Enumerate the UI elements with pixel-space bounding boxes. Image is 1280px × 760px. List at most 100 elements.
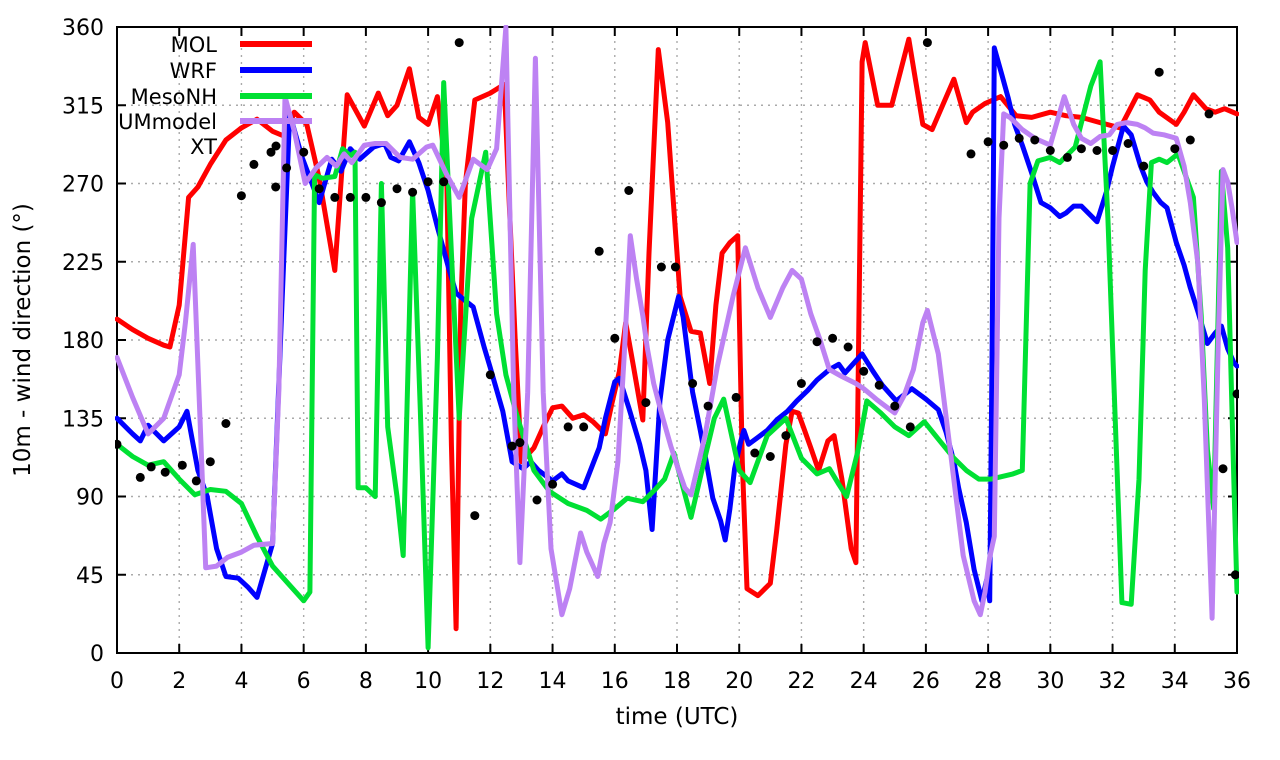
data-point-XT (423, 177, 433, 187)
data-point-XT (177, 460, 187, 470)
x-tick-label-30: 30 (1036, 669, 1064, 694)
data-point-XT (330, 192, 340, 202)
y-tick-label-135: 135 (62, 407, 104, 432)
legend-item-UMmodel: UMmodel (118, 110, 312, 134)
data-point-XT (221, 419, 231, 428)
data-point-XT (610, 333, 620, 343)
y-axis-label: 10m - wind direction (°) (10, 203, 36, 477)
x-tick-label-22: 22 (787, 669, 815, 694)
data-point-XT (454, 38, 464, 48)
data-point-XT (1232, 389, 1239, 399)
legend-swatch-XT (271, 141, 281, 151)
x-axis-label: time (UTC) (616, 704, 739, 730)
x-tick-label-24: 24 (850, 669, 878, 694)
data-point-XT (750, 448, 760, 458)
series-line-WRF (115, 45, 1239, 604)
data-point-XT (731, 392, 741, 402)
data-point-XT (548, 479, 558, 489)
y-tick-label-270: 270 (62, 173, 104, 198)
data-point-XT (1014, 133, 1024, 143)
data-point-XT (439, 177, 449, 187)
x-tick-label-14: 14 (539, 669, 567, 694)
legend-label-XT: XT (190, 135, 217, 159)
data-point-XT (688, 379, 698, 388)
data-point-XT (1204, 109, 1214, 119)
data-point-XT (1170, 144, 1180, 154)
data-point-XT (905, 422, 915, 432)
data-point-XT (890, 401, 900, 411)
y-tick-label-180: 180 (62, 329, 104, 354)
x-tick-label-36: 36 (1223, 669, 1251, 694)
data-point-XT (922, 38, 932, 48)
data-point-XT (507, 441, 517, 451)
data-point-XT (1062, 152, 1072, 162)
x-tick-label-10: 10 (414, 669, 442, 694)
legend-label-MesoNH: MesoNH (131, 85, 217, 109)
series-line-UMmodel (115, 25, 1239, 621)
data-point-XT (1045, 146, 1055, 155)
data-point-XT (1030, 135, 1040, 145)
data-point-XT (408, 187, 418, 197)
data-point-XT (1108, 146, 1118, 155)
data-point-XT (999, 140, 1009, 150)
x-tick-label-16: 16 (601, 669, 629, 694)
data-point-XT (641, 398, 651, 408)
data-point-XT (314, 184, 324, 194)
data-point-XT (361, 192, 371, 202)
data-point-XT (299, 147, 309, 157)
x-tick-label-26: 26 (912, 669, 940, 694)
data-point-XT (282, 163, 292, 173)
data-point-XT (1218, 464, 1228, 474)
legend-item-MesoNH: MesoNH (131, 85, 312, 109)
legend-item-XT: XT (190, 135, 281, 159)
x-tick-label-12: 12 (476, 669, 504, 694)
legend-label-WRF: WRF (170, 59, 217, 83)
x-tick-label-2: 2 (172, 669, 186, 694)
data-point-XT (532, 495, 542, 505)
legend-item-WRF: WRF (170, 59, 312, 83)
data-point-XT (1154, 67, 1164, 77)
legend-item-MOL: MOL (171, 33, 312, 57)
data-point-XT (563, 422, 573, 432)
data-point-XT (146, 462, 156, 472)
axis-ticks (116, 26, 1238, 654)
data-point-XT (160, 467, 170, 477)
data-point-XT (236, 191, 246, 201)
data-point-XT (1076, 144, 1086, 154)
data-point-XT (796, 379, 806, 388)
legend-label-UMmodel: UMmodel (118, 110, 217, 134)
data-point-XT (828, 333, 838, 343)
x-tick-label-28: 28 (974, 669, 1002, 694)
y-tick-label-0: 0 (90, 642, 104, 667)
data-point-XT (781, 431, 791, 441)
data-point-XT (515, 438, 525, 448)
data-point-XT (191, 476, 201, 486)
data-point-XT (392, 184, 402, 194)
data-point-XT (1230, 570, 1239, 580)
y-tick-label-45: 45 (76, 564, 104, 589)
x-tick-label-20: 20 (725, 669, 753, 694)
tick-labels: 0 2 4 6 8 10 12 14 16 18 20 22 24 26 28 30 32 34 360459013… (62, 16, 1251, 694)
legend-label-MOL: MOL (171, 33, 218, 57)
data-point-XT (376, 198, 386, 208)
data-point-XT (594, 246, 604, 256)
data-point-XT (1123, 139, 1133, 148)
data-point-XT (1139, 161, 1149, 171)
data-point-XT (703, 401, 713, 411)
x-tick-label-4: 4 (234, 669, 248, 694)
data-point-XT (859, 366, 869, 376)
y-tick-label-360: 360 (62, 16, 104, 41)
data-point-XT (271, 182, 281, 192)
x-tick-label-6: 6 (297, 669, 311, 694)
y-tick-label-90: 90 (76, 486, 104, 511)
y-tick-label-315: 315 (62, 94, 104, 119)
data-point-XT (249, 159, 259, 169)
data-point-XT (812, 337, 822, 347)
series-points-XT (115, 38, 1239, 580)
data-point-XT (656, 262, 666, 272)
data-point-XT (579, 422, 589, 432)
